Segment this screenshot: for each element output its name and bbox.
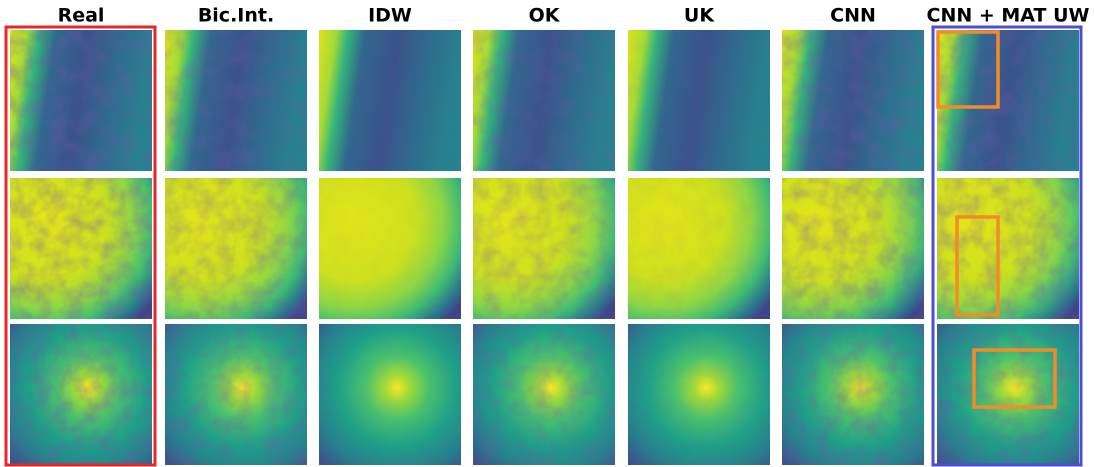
map-image [628, 324, 770, 465]
map-image [782, 324, 924, 465]
map-image [165, 324, 307, 465]
map-image [319, 324, 461, 465]
map-texture [10, 178, 152, 319]
map-texture [628, 324, 770, 465]
map-image [473, 178, 615, 319]
map-image [473, 30, 615, 171]
map-image [319, 30, 461, 171]
map-image [628, 30, 770, 171]
zoom-box [955, 215, 1000, 317]
map-texture [319, 324, 461, 465]
map-texture [319, 30, 461, 171]
column-title: OK [529, 5, 561, 27]
map-image [10, 178, 152, 319]
map-texture [165, 30, 307, 171]
map-texture [473, 324, 615, 465]
map-image [937, 324, 1079, 465]
map-image [782, 30, 924, 171]
map-image [937, 30, 1079, 171]
map-texture [165, 324, 307, 465]
zoom-box [936, 30, 1000, 109]
column-title: CNN [830, 5, 876, 27]
map-texture [628, 178, 770, 319]
column-title: IDW [368, 5, 412, 27]
map-image [628, 178, 770, 319]
map-texture [165, 178, 307, 319]
map-image [165, 178, 307, 319]
map-texture [10, 30, 152, 171]
map-image [10, 324, 152, 465]
map-texture [937, 324, 1079, 465]
column-title: Real [58, 5, 105, 27]
map-image [473, 324, 615, 465]
column-title: Bic.Int. [198, 5, 274, 27]
highlight-frame [4, 25, 157, 467]
map-texture [782, 178, 924, 319]
map-texture [782, 30, 924, 171]
map-image [10, 30, 152, 171]
column-title: CNN + MAT UW [927, 5, 1090, 27]
map-image [782, 178, 924, 319]
column-title: UK [684, 5, 715, 27]
map-texture [782, 324, 924, 465]
map-texture [937, 178, 1079, 319]
map-texture [937, 30, 1079, 171]
map-texture [628, 30, 770, 171]
map-texture [319, 178, 461, 319]
map-image [937, 178, 1079, 319]
map-texture [473, 30, 615, 171]
map-texture [10, 324, 152, 465]
map-image [319, 178, 461, 319]
highlight-frame [931, 25, 1083, 467]
zoom-box [972, 348, 1057, 409]
map-image [165, 30, 307, 171]
map-texture [473, 178, 615, 319]
